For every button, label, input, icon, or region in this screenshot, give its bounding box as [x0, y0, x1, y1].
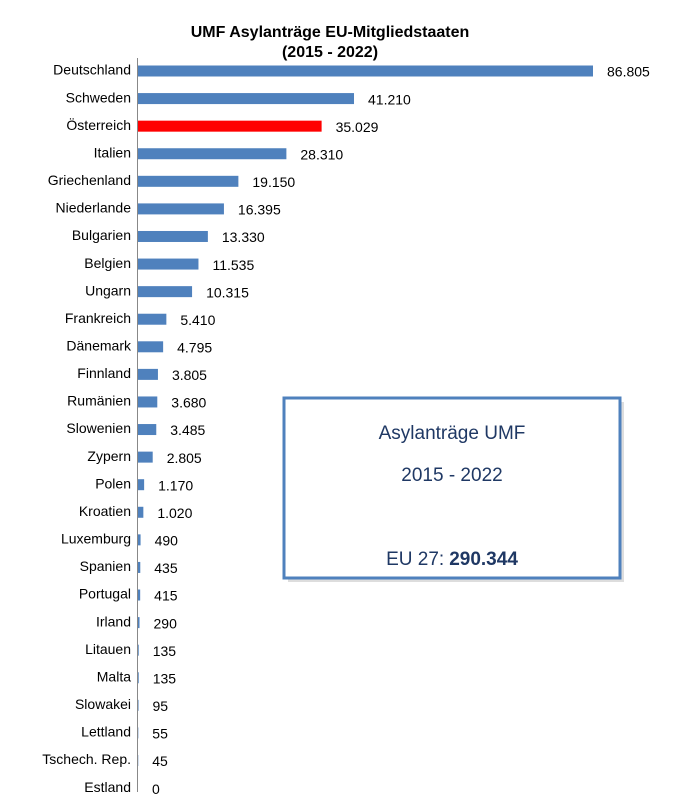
value-label: 1.170: [158, 477, 193, 493]
bar: [138, 286, 193, 298]
value-label: 3.805: [172, 367, 207, 383]
bar: [138, 396, 158, 408]
bar: [138, 341, 164, 353]
value-label: 490: [155, 533, 179, 549]
category-label: Portugal: [79, 586, 131, 602]
category-label: Slowakei: [75, 696, 131, 712]
value-label: 5.410: [180, 312, 215, 328]
chart-subtitle: (2015 - 2022): [282, 44, 378, 61]
value-label: 41.210: [368, 91, 411, 107]
category-label: Ungarn: [85, 282, 131, 298]
value-label: 35.029: [336, 119, 379, 135]
bar: [138, 672, 139, 684]
category-label: Rumänien: [67, 393, 131, 409]
bar: [138, 313, 167, 325]
category-label: Deutschland: [53, 62, 131, 78]
bar: [138, 506, 144, 518]
bar: [138, 120, 322, 132]
value-label: 3.680: [171, 395, 206, 411]
value-label: 1.020: [157, 505, 192, 521]
bar: [138, 561, 141, 573]
annotation-line: 2015 - 2022: [401, 465, 502, 486]
value-label: 19.150: [252, 174, 295, 190]
annotation-line: Asylanträge UMF: [379, 423, 526, 444]
value-label: 45: [152, 753, 168, 769]
value-label: 4.795: [177, 340, 212, 356]
value-label: 28.310: [300, 146, 343, 162]
bar: [138, 175, 239, 187]
value-label: 135: [153, 670, 177, 686]
value-label: 0: [152, 781, 160, 796]
category-label: Kroatien: [79, 503, 131, 519]
category-label: Luxemburg: [61, 531, 131, 547]
category-label: Bulgarien: [72, 227, 131, 243]
bar: [138, 148, 287, 160]
category-label: Polen: [95, 475, 131, 491]
value-label: 10.315: [206, 284, 249, 300]
category-label: Litauen: [85, 641, 131, 657]
value-label: 135: [153, 643, 177, 659]
bar: [138, 368, 158, 380]
value-label: 2.805: [167, 450, 202, 466]
category-label: Irland: [96, 613, 131, 629]
total-label: EU 27:: [386, 549, 444, 570]
chart-title: UMF Asylanträge EU-Mitgliedstaaten: [191, 24, 470, 41]
category-label: Österreich: [66, 116, 131, 133]
bar: [138, 644, 139, 656]
value-label: 11.535: [212, 257, 254, 273]
category-label: Italien: [94, 144, 131, 160]
value-label: 435: [154, 560, 178, 576]
category-label: Zypern: [87, 448, 131, 464]
category-label: Griechenland: [48, 172, 131, 188]
category-label: Niederlande: [56, 200, 132, 216]
value-label: 3.485: [170, 422, 205, 438]
category-label: Belgien: [84, 255, 131, 271]
category-label: Frankreich: [65, 310, 131, 326]
value-label: 86.805: [607, 64, 650, 80]
box-frame: [282, 396, 622, 580]
annotation-total: EU 27: 290.344: [386, 549, 518, 570]
category-label: Finnland: [77, 365, 131, 381]
category-label: Malta: [97, 668, 131, 684]
category-label: Spanien: [80, 558, 131, 574]
category-label: Lettland: [81, 724, 131, 740]
category-label: Dänemark: [66, 338, 132, 354]
total-value: 290.344: [449, 549, 518, 570]
value-label: 16.395: [238, 202, 281, 218]
bar: [138, 589, 141, 601]
category-label: Slowenien: [66, 420, 131, 436]
value-label: 415: [154, 588, 178, 604]
value-label: 290: [154, 615, 178, 631]
annotation-box: Asylanträge UMF 2015 - 2022 EU 27: 290.34…: [282, 396, 624, 582]
bar: [138, 617, 140, 629]
bar: [138, 230, 208, 242]
bar: [138, 451, 153, 463]
bar: [138, 534, 141, 546]
category-label: Estland: [84, 779, 131, 795]
bar: [138, 479, 145, 491]
bar: [138, 93, 355, 105]
value-label: 13.330: [222, 229, 265, 245]
value-label: 95: [152, 698, 168, 714]
value-label: 55: [152, 726, 168, 742]
bar: [138, 203, 224, 215]
bar: [138, 258, 199, 270]
category-label: Schweden: [66, 89, 131, 105]
bar: [138, 424, 157, 436]
bar: [138, 65, 593, 77]
category-label: Tschech. Rep.: [42, 751, 131, 767]
